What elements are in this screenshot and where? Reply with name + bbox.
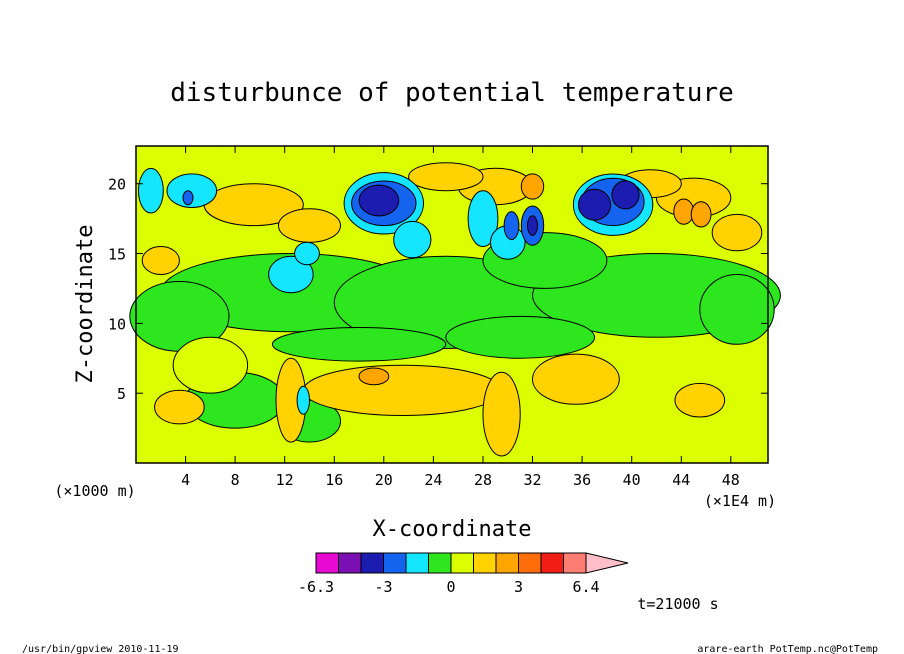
colorbar-label-4: 3 [514,578,523,596]
contour-region-35 [358,184,400,217]
x-tick-label-24: 24 [424,471,442,489]
contour-region-13 [358,367,390,386]
colorbar-swatch-12 [563,552,587,574]
contour-region-6 [699,274,775,345]
y-tick-label-5: 5 [117,385,126,403]
contour-region-17 [482,371,521,457]
contour-region-45 [611,180,640,210]
contour-region-30 [138,167,164,214]
x-tick-label-40: 40 [623,471,641,489]
colorbar-swatch-1 [315,552,339,574]
contour-region-41 [527,215,538,236]
contour-region-19 [141,246,180,275]
contour-region-14 [532,353,620,405]
contour-fills [129,162,781,457]
time-label: t=21000 s [637,595,718,613]
x-axis-ticks: 4 8 12 16 20 24 28 32 36 40 44 48 [181,146,740,489]
x-tick-label-4: 4 [181,471,190,489]
y-axis-ticks: 5 10 15 20 [108,176,768,403]
contour-region-32 [182,190,194,206]
x-tick-label-32: 32 [523,471,541,489]
y-tick-label-15: 15 [108,246,126,264]
colorbar-label-5: 6.4 [572,578,599,596]
colorbar-swatch-11 [540,552,564,574]
colorbar-swatch-4 [383,552,407,574]
colorbar-swatch-8 [473,552,497,574]
y-tick-label-10: 10 [108,315,126,333]
contour-region-47 [294,241,320,266]
contour-region-46 [268,255,314,294]
contour-region-12 [302,364,502,416]
contour-region-48 [296,385,310,415]
colorbar-swatch-10 [518,552,542,574]
y-axis-label: Z-coordinate [73,225,98,384]
x-axis-label: X-coordinate [373,517,532,542]
x-tick-label-12: 12 [276,471,294,489]
contour-region-15 [154,389,205,425]
contour-region-23 [520,173,545,200]
contour-region-24 [408,162,484,192]
colorbar-swatch-5 [405,552,429,574]
colorbar-swatch-7 [450,552,474,574]
contour-region-27 [690,201,712,228]
colorbar-swatch-6 [428,552,452,574]
contour-region-36 [393,220,432,259]
colorbar-label-1: -6.3 [298,578,334,596]
plot-frame [135,145,769,464]
colorbar: -6.3 -3 0 3 6.4 [298,552,629,596]
colorbar-swatch-2 [338,552,362,574]
contour-region-31 [166,173,218,208]
colorbar-swatch-9 [495,552,519,574]
x-tick-label-8: 8 [231,471,240,489]
x-tick-label-20: 20 [375,471,393,489]
contour-region-5 [271,327,447,362]
colorbar-label-2: -3 [374,578,392,596]
x-unit-label: (×1000 m) [54,482,135,500]
contour-region-28 [711,213,763,252]
colorbar-swatch-3 [360,552,384,574]
x-tick-label-28: 28 [474,471,492,489]
y-tick-label-20: 20 [108,176,126,194]
x-tick-label-44: 44 [672,471,690,489]
contour-region-16 [674,382,726,418]
contour-region-26 [673,198,695,225]
contour-region-37 [467,190,499,248]
x-tick-label-48: 48 [722,471,740,489]
footer-right: arare-earth_PotTemp.nc@PotTemp [697,644,878,654]
chart-title: disturbunce of potential temperature [170,78,734,108]
x-tick-label-16: 16 [325,471,343,489]
colorbar-label-3: 0 [446,578,455,596]
footer-left: /usr/bin/gpview 2010-11-19 [22,644,179,654]
colorbar-extend-arrow [585,552,629,574]
contour-region-44 [577,188,612,221]
x-scale-note: (×1E4 m) [704,492,776,510]
x-tick-label-36: 36 [573,471,591,489]
contour-region-40 [503,211,520,241]
colorbar-swatches [315,552,629,574]
contour-region-7 [445,315,596,359]
colorbar-labels: -6.3 -3 0 3 6.4 [298,578,600,596]
contour-region-21 [278,208,341,243]
contour-region-11 [172,336,249,394]
